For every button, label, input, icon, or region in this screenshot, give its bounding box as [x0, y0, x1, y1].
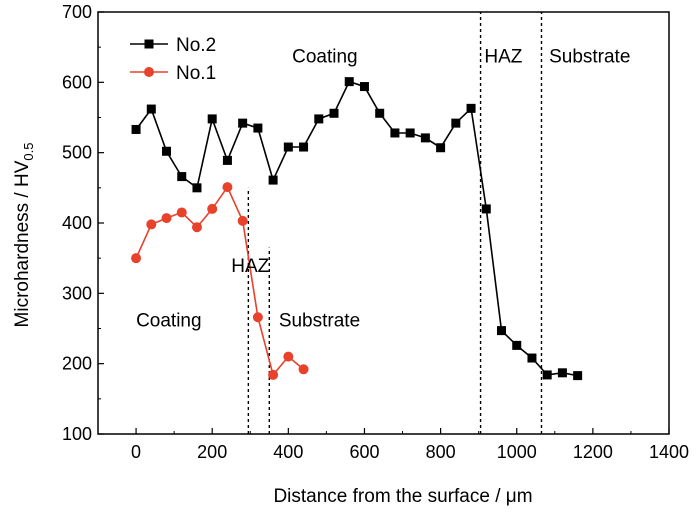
y-axis-title: Microhardness / HV0.5	[12, 143, 36, 328]
series-layer	[131, 77, 583, 381]
region-label: Substrate	[279, 310, 360, 331]
x-tick-label: 1200	[573, 442, 613, 462]
data-point	[451, 118, 461, 128]
data-point	[283, 142, 293, 152]
region-label: HAZ	[231, 256, 269, 277]
series-no1	[131, 182, 309, 380]
data-point	[329, 108, 339, 118]
x-tick-label: 1400	[649, 442, 689, 462]
data-point	[466, 103, 476, 113]
y-axis-title-main: Microhardness / HV	[12, 160, 33, 327]
data-point	[162, 146, 172, 156]
data-point	[237, 215, 248, 226]
y-axis-ticks: 100 200 300 400 500 600 700	[62, 2, 104, 444]
data-point	[177, 172, 187, 182]
data-point	[252, 312, 263, 323]
x-tick-label: 0	[131, 442, 141, 462]
legend-label: No.2	[176, 35, 216, 56]
legend-marker	[144, 39, 154, 49]
data-point	[146, 219, 157, 230]
data-point	[146, 104, 156, 114]
data-point	[298, 364, 309, 375]
boundary-lines	[247, 12, 543, 434]
data-point	[557, 368, 567, 378]
data-point	[238, 118, 248, 128]
data-point	[283, 351, 294, 362]
y-tick-label: 600	[62, 72, 92, 92]
data-point	[436, 143, 446, 153]
data-point	[542, 370, 552, 380]
data-point	[359, 82, 369, 92]
legend-label: No.1	[176, 63, 216, 84]
y-tick-label: 500	[62, 143, 92, 163]
x-tick-label: 200	[197, 442, 227, 462]
series-no2	[131, 77, 583, 381]
data-point	[405, 128, 415, 138]
data-point	[512, 340, 522, 350]
x-tick-label: 400	[273, 442, 303, 462]
data-point	[344, 77, 354, 87]
data-point	[222, 155, 232, 165]
data-point	[161, 213, 172, 224]
y-axis-title-subscript: 0.5	[21, 143, 36, 161]
data-point	[314, 114, 324, 124]
data-point	[390, 128, 400, 138]
data-point	[176, 207, 187, 218]
region-label: Coating	[136, 310, 202, 331]
data-point	[299, 142, 309, 152]
region-label: Substrate	[549, 47, 630, 68]
data-point	[191, 222, 202, 233]
region-annotations: Coating HAZ Substrate HAZ Coating Substrate	[136, 47, 630, 332]
y-tick-label: 200	[62, 354, 92, 374]
data-point	[497, 326, 507, 336]
data-point	[207, 114, 217, 124]
data-point	[207, 203, 218, 214]
data-point	[268, 369, 279, 380]
series-line	[135, 80, 578, 377]
data-point	[192, 183, 202, 193]
x-tick-label: 1000	[497, 442, 537, 462]
legend-marker	[144, 67, 154, 77]
data-point	[481, 204, 491, 214]
x-tick-label: 600	[349, 442, 379, 462]
data-point	[420, 133, 430, 143]
region-label: Coating	[292, 47, 358, 68]
data-point	[268, 175, 278, 185]
y-tick-label: 700	[62, 2, 92, 22]
x-axis-ticks: 0 200 400 600 800 1000 1200 1400	[97, 428, 689, 462]
series-line	[135, 185, 305, 377]
data-point	[573, 371, 583, 381]
x-tick-label: 800	[426, 442, 456, 462]
data-point	[222, 182, 233, 193]
y-tick-label: 100	[62, 424, 92, 444]
data-point	[253, 123, 263, 133]
data-point	[375, 108, 385, 118]
y-tick-label: 300	[62, 283, 92, 303]
data-point	[527, 353, 537, 363]
x-axis-title: Distance from the surface / μm	[273, 486, 532, 507]
y-tick-label: 400	[62, 213, 92, 233]
data-point	[131, 124, 141, 134]
data-point	[131, 253, 142, 264]
legend: No.2 No.1	[130, 35, 216, 84]
region-label: HAZ	[484, 47, 522, 68]
